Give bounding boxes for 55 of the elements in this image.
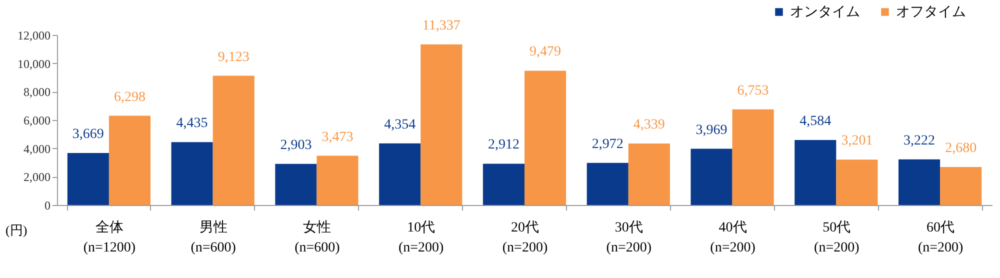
bar xyxy=(67,153,109,205)
bar xyxy=(482,164,524,205)
bar xyxy=(420,44,462,205)
data-label: 4,339 xyxy=(633,118,665,133)
x-tick-label: 30代 (n=200) xyxy=(606,220,652,256)
bar xyxy=(732,109,774,205)
bar xyxy=(690,148,732,205)
legend-label: オフタイム xyxy=(896,5,966,20)
data-label: 3,669 xyxy=(72,127,104,142)
legend-label: オンタイム xyxy=(790,5,860,20)
data-label: 4,584 xyxy=(800,114,832,130)
y-tick-label: 0 xyxy=(44,198,50,212)
bar xyxy=(212,76,254,205)
data-label: 3,222 xyxy=(904,133,936,148)
bar xyxy=(836,160,878,205)
data-label: 3,969 xyxy=(696,122,728,138)
bar xyxy=(586,162,628,205)
data-label: 6,298 xyxy=(114,90,146,105)
x-tick-label: 女性 (n=600) xyxy=(294,220,340,256)
bar xyxy=(628,144,670,205)
data-label: 3,473 xyxy=(322,130,354,145)
y-tick-label: 2,000 xyxy=(24,170,50,184)
data-label: 4,354 xyxy=(384,117,416,132)
x-tick-label: 60代 (n=200) xyxy=(918,220,964,256)
y-tick-label: 12,000 xyxy=(18,28,50,42)
y-tick-label: 4,000 xyxy=(24,142,50,156)
bar xyxy=(940,167,982,205)
bar xyxy=(524,70,566,205)
y-tick-label: 8,000 xyxy=(24,85,50,100)
data-label: 2,680 xyxy=(945,141,977,156)
x-tick-label: 40代 (n=200) xyxy=(710,220,756,256)
y-axis-title: (円) xyxy=(6,222,28,238)
data-label: 4,435 xyxy=(176,116,208,132)
data-label: 9,123 xyxy=(218,50,250,65)
bar xyxy=(794,140,836,205)
bar xyxy=(108,116,150,205)
bar xyxy=(379,143,421,205)
bar xyxy=(171,142,213,205)
data-label: 3,201 xyxy=(841,134,873,149)
y-tick-label: 6,000 xyxy=(24,114,50,128)
x-tick-label: 50代 (n=200) xyxy=(814,220,860,256)
x-tick-label: 男性 (n=600) xyxy=(190,220,236,256)
bar xyxy=(275,164,317,205)
data-label: 9,479 xyxy=(530,44,562,60)
data-label: 2,912 xyxy=(488,138,520,153)
x-tick-label: 20代 (n=200) xyxy=(502,220,548,256)
data-label: 2,972 xyxy=(592,136,624,152)
data-label: 6,753 xyxy=(737,83,769,98)
bar xyxy=(316,156,358,205)
y-tick-label: 10,000 xyxy=(18,56,50,71)
x-tick-label: 全体 (n=1200) xyxy=(83,220,136,256)
data-label: 11,337 xyxy=(422,18,460,34)
bar xyxy=(898,159,940,205)
x-tick-label: 10代 (n=200) xyxy=(398,220,444,256)
data-label: 2,903 xyxy=(280,138,312,153)
